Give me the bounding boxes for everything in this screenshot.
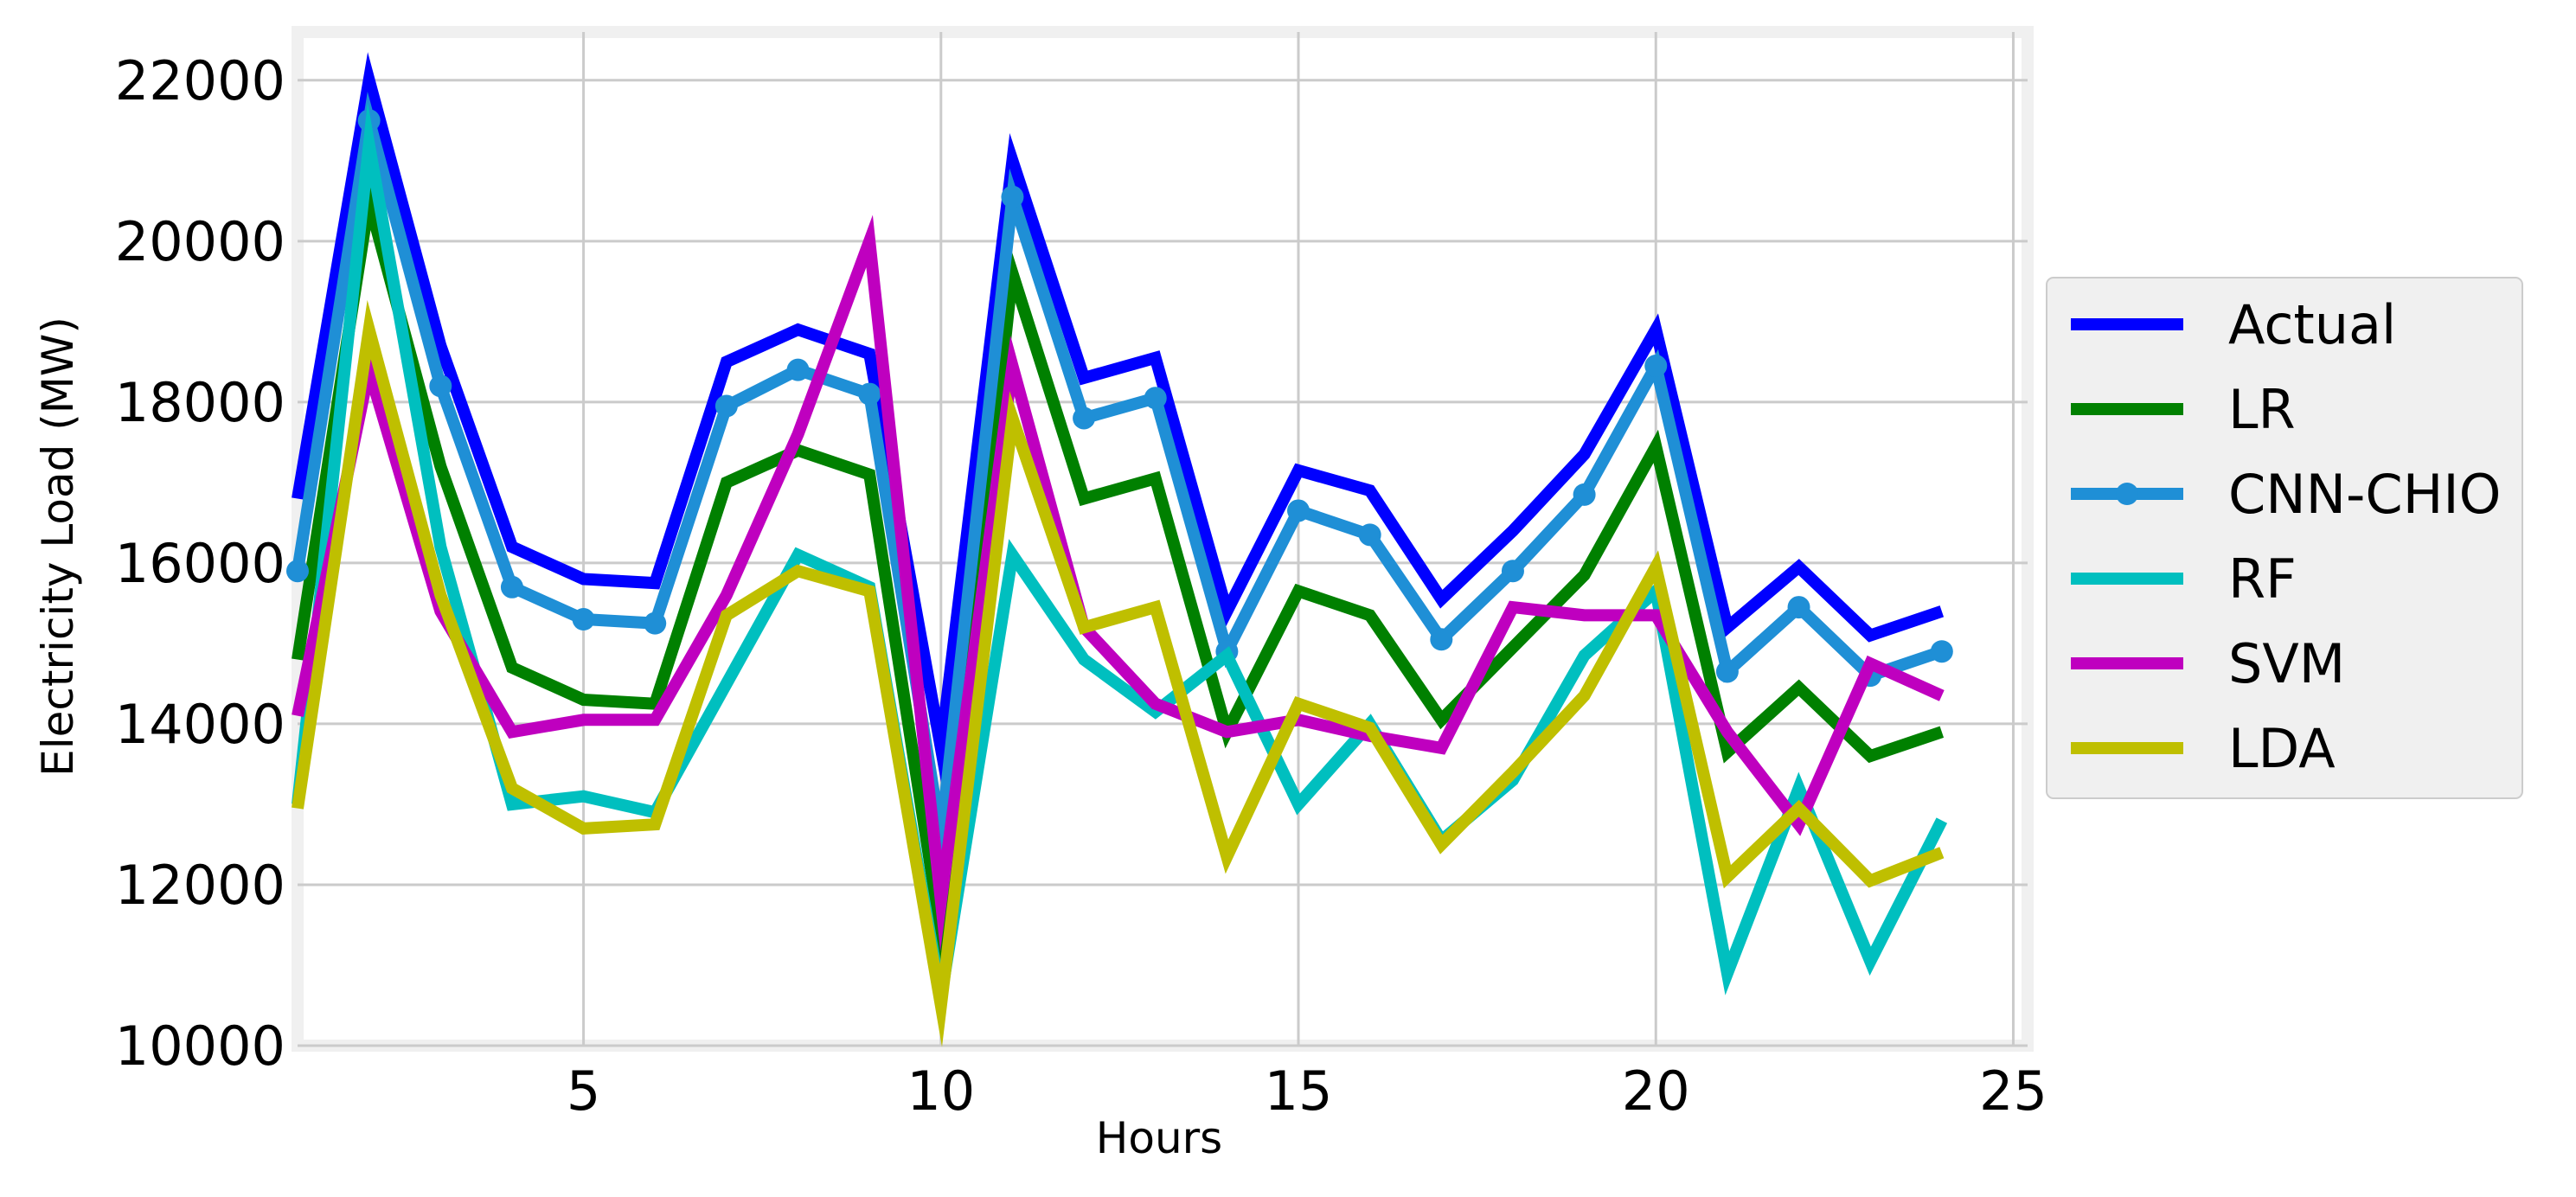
data-point-cnn-chio	[429, 374, 452, 398]
legend-label-actual: Actual	[2228, 293, 2396, 356]
data-point-cnn-chio	[1501, 560, 1524, 583]
data-point-cnn-chio	[858, 382, 881, 406]
data-point-cnn-chio	[1144, 387, 1167, 410]
x-tick-label: 10	[907, 1059, 975, 1123]
series-line-rf	[292, 101, 1948, 1034]
legend-label-svm: SVM	[2228, 632, 2345, 695]
x-tick-label: 15	[1265, 1059, 1333, 1123]
data-point-cnn-chio	[1930, 640, 1953, 663]
data-point-cnn-chio	[1573, 483, 1596, 506]
data-point-cnn-chio	[1073, 406, 1096, 430]
tick-labels: 5 10 15 20 25 10000 12000 14000 16000 18000 20000 2…	[115, 49, 2047, 1123]
x-tick-label: 25	[1979, 1059, 2047, 1123]
series-line-cnn-chio	[292, 91, 1945, 881]
y-tick-label: 20000	[115, 210, 285, 273]
grid-lines	[298, 32, 2028, 1047]
data-point-cnn-chio	[1001, 185, 1024, 208]
legend-label-rf: RF	[2228, 547, 2297, 611]
legend-label-cnn-chio: CNN-CHIO	[2228, 463, 2501, 526]
y-tick-label: 18000	[115, 371, 285, 434]
data-point-cnn-chio	[1787, 596, 1810, 619]
axes-frame	[292, 26, 2034, 1052]
data-point-cnn-chio	[500, 575, 523, 598]
data-point-cnn-chio	[1644, 355, 1668, 378]
x-tick-label: 5	[567, 1059, 600, 1123]
y-tick-label: 12000	[115, 854, 285, 917]
y-tick-label: 14000	[115, 693, 285, 756]
data-point-cnn-chio	[786, 358, 810, 381]
data-point-cnn-chio	[286, 560, 309, 583]
x-axis-title: Hours	[1096, 1113, 1222, 1163]
legend-label-lr: LR	[2228, 378, 2296, 441]
y-axis-title: Electricity Load (MW)	[33, 317, 83, 777]
x-tick-label: 20	[1622, 1059, 1690, 1123]
legend-marker-cnn-chio	[2116, 483, 2138, 505]
data-point-cnn-chio	[644, 611, 667, 635]
y-tick-label: 16000	[115, 532, 285, 595]
y-tick-label: 22000	[115, 49, 285, 112]
series-lines	[286, 52, 1953, 1047]
y-tick-label: 10000	[115, 1015, 285, 1078]
legend-label-lda: LDA	[2228, 717, 2336, 780]
data-point-cnn-chio	[1430, 628, 1453, 651]
data-point-cnn-chio	[714, 394, 738, 418]
data-point-cnn-chio	[572, 608, 595, 631]
data-point-cnn-chio	[1715, 660, 1739, 683]
data-point-cnn-chio	[1358, 523, 1381, 547]
series-line-actual	[292, 52, 1945, 789]
legend: Actual LR CNN-CHIO RF SVM LDA	[2046, 277, 2523, 799]
series-line-lr	[292, 171, 1945, 980]
series-line-lda	[292, 299, 1945, 1047]
data-point-cnn-chio	[1287, 499, 1310, 522]
